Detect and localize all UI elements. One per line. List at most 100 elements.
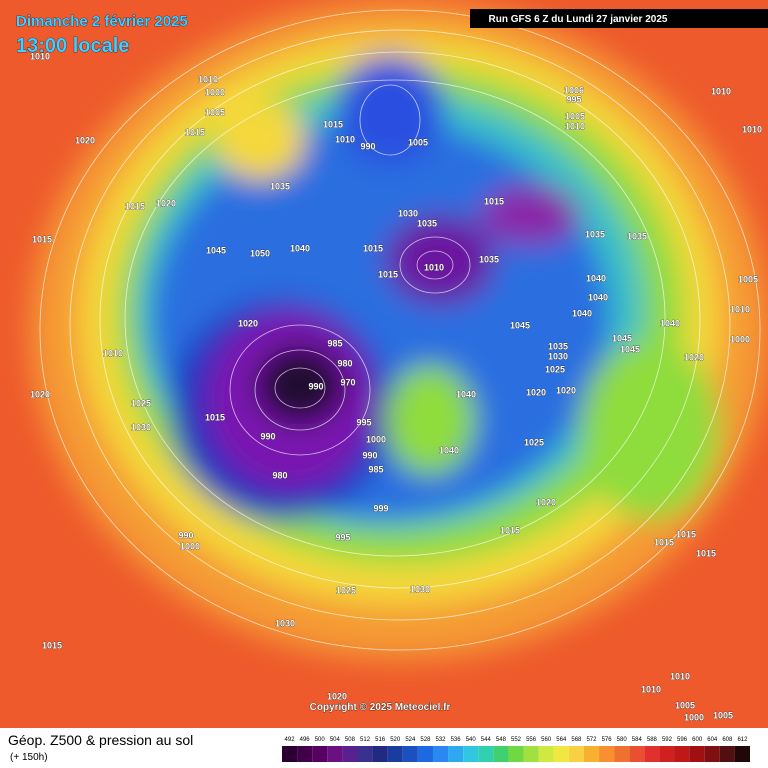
run-info: Run GFS 6 Z du Lundi 27 janvier 2025: [489, 14, 668, 25]
isobar-label: 990: [178, 530, 193, 540]
scale-label: 496: [300, 737, 311, 743]
scale-label: 600: [692, 737, 703, 743]
isobar-label: 1020: [556, 385, 576, 395]
isobar-label: 990: [362, 450, 377, 460]
scale-swatch: [704, 746, 720, 762]
isobar-label: 1020: [75, 135, 95, 145]
scale-swatch: [448, 746, 464, 762]
scale-swatch: [689, 746, 705, 762]
scale-swatch: [599, 746, 615, 762]
isobar-label: 1010: [670, 671, 690, 681]
isobar-label: 990: [260, 431, 275, 441]
isobar-label: 1010: [641, 684, 661, 694]
scale-label: 520: [390, 737, 401, 743]
scale-swatch: [402, 746, 418, 762]
isobar-label: 1015: [676, 529, 696, 539]
scale-swatch: [342, 746, 358, 762]
scale-swatch: [282, 746, 298, 762]
isobar-label: 990: [360, 141, 375, 151]
scale-swatch: [674, 746, 690, 762]
isobar-label: 1005: [565, 111, 585, 121]
isobar-label: 1005: [675, 700, 695, 710]
isobar-label: 1015: [323, 119, 343, 129]
isobar-label: 1010: [198, 74, 218, 84]
isobar-label: 1000: [180, 541, 200, 551]
isobar-label: 985: [368, 464, 383, 474]
isobar-label: 1015: [484, 196, 504, 206]
isobar-label: 995: [356, 417, 371, 427]
isobar-label: 1015: [363, 243, 383, 253]
isobar-label: 1010: [711, 86, 731, 96]
scale-swatch: [538, 746, 554, 762]
footer-lead: (+ 150h): [10, 752, 48, 763]
scale-swatch: [432, 746, 449, 762]
scale-label: 500: [315, 737, 326, 743]
scale-label: 560: [541, 737, 552, 743]
scale-swatch: [417, 746, 433, 762]
isobar-label: 1020: [156, 198, 176, 208]
isobar-label: 1005: [713, 710, 733, 720]
scale-label: 524: [405, 737, 416, 743]
footer-title: Géop. Z500 & pression au sol: [8, 732, 193, 748]
scale-label: 572: [586, 737, 597, 743]
isobar-label: 1010: [30, 51, 50, 61]
scale-swatch: [357, 746, 373, 762]
isobar-label: 1035: [627, 231, 647, 241]
scale-label: 492: [285, 737, 296, 743]
scale-label: 508: [345, 737, 356, 743]
isobar-label: 1020: [238, 318, 258, 328]
scale-label: 564: [556, 737, 567, 743]
copyright: Copyright © 2025 Meteociel.fr: [310, 702, 451, 713]
isobar-label: 1010: [730, 304, 750, 314]
scale-label: 532: [436, 737, 447, 743]
scale-label: 504: [330, 737, 341, 743]
isobar-label: 1005: [738, 274, 758, 284]
isobar-label: 1045: [206, 245, 226, 255]
scale-label: 588: [647, 737, 658, 743]
scale-label: 540: [466, 737, 477, 743]
isobar-label: 1020: [30, 389, 50, 399]
isobar-label: 995: [566, 94, 581, 104]
isobar-label: 1030: [398, 208, 418, 218]
isobar-label: 1010: [424, 262, 444, 272]
scale-swatch: [327, 746, 343, 762]
isobar-label: 1000: [366, 434, 386, 444]
scale-label: 596: [677, 737, 688, 743]
isobar-label: 1050: [250, 248, 270, 258]
isobar-label: 1000: [684, 712, 704, 722]
isobar-label: 970: [340, 377, 355, 387]
isobar-label: 1045: [510, 320, 530, 330]
isobar-label: 1020: [684, 352, 704, 362]
isobar-label: 1015: [185, 127, 205, 137]
isobar-label: 1006: [564, 85, 584, 95]
isobar-label: 1035: [417, 218, 437, 228]
isobar-label: 999: [373, 503, 388, 513]
scale-label: 536: [451, 737, 462, 743]
isobar-label: 1030: [275, 618, 295, 628]
isobar-labels: 1010 1010 1000 1005 1015 1020 1015 1020 1015 1035…: [30, 51, 763, 723]
scale-swatch: [387, 746, 403, 762]
scale-swatch: [312, 746, 328, 762]
isobar-label: 1040: [456, 389, 476, 399]
scale-swatch: [719, 746, 735, 762]
isobar-label: 1035: [585, 229, 605, 239]
scale-swatch: [568, 746, 584, 762]
isobar-label: 1025: [545, 364, 565, 374]
forecast-time: 13:00 locale: [16, 35, 129, 57]
scale-swatch: [508, 746, 524, 762]
scale-label: 584: [632, 737, 643, 743]
scale-label: 580: [617, 737, 628, 743]
isobar-label: 980: [337, 358, 352, 368]
scale-swatch: [644, 746, 660, 762]
isobar-label: 1010: [103, 348, 123, 358]
scale-label: 612: [737, 737, 748, 743]
isobar-label: 1045: [612, 333, 632, 343]
isobar-label: 1005: [408, 137, 428, 147]
scale-label: 608: [722, 737, 733, 743]
isobar-label: 1040: [572, 308, 592, 318]
scale-label: 544: [481, 737, 492, 743]
scale-swatch: [297, 746, 313, 762]
scale-swatch: [734, 746, 750, 762]
scale-label: 592: [662, 737, 673, 743]
